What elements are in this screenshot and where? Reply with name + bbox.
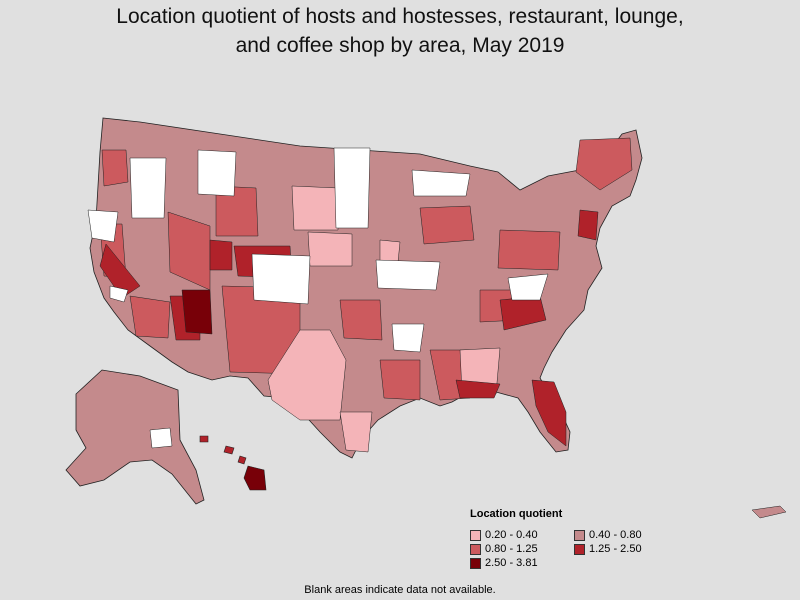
title-line-1: Location quotient of hosts and hostesses… xyxy=(116,5,684,28)
legend-item-5: 2.50 - 3.81 xyxy=(470,557,574,569)
legend-label-5: 2.50 - 3.81 xyxy=(485,557,538,569)
regions-020-040 xyxy=(267,185,501,453)
legend-swatch-3 xyxy=(470,543,481,555)
legend-item-4: 1.25 - 2.50 xyxy=(574,543,678,555)
legend: Location quotient 0.20 - 0.40 0.40 - 0.8… xyxy=(470,508,730,569)
legend-swatch-4 xyxy=(574,543,585,555)
regions-250-381 xyxy=(181,289,213,335)
legend-label-1: 0.20 - 0.40 xyxy=(485,529,538,541)
legend-swatch-5 xyxy=(470,557,481,569)
legend-title: Location quotient xyxy=(470,508,563,520)
title-line-2: and coffee shop by area, May 2019 xyxy=(235,34,565,57)
regions-no-data xyxy=(87,147,549,353)
alaska-region xyxy=(149,427,173,449)
legend-item-2: 0.40 - 0.80 xyxy=(574,529,678,541)
legend-grid: 0.20 - 0.40 0.40 - 0.80 0.80 - 1.25 1.25… xyxy=(470,529,730,569)
alaska xyxy=(65,369,205,505)
legend-swatch-2 xyxy=(574,529,585,541)
legend-label-4: 1.25 - 2.50 xyxy=(589,543,642,555)
map-title: Location quotient of hosts and hostesses… xyxy=(0,2,800,60)
legend-item-1: 0.20 - 0.40 xyxy=(470,529,574,541)
footnote: Blank areas indicate data not available. xyxy=(304,584,496,596)
legend-item-3: 0.80 - 1.25 xyxy=(470,543,574,555)
legend-label-3: 0.80 - 1.25 xyxy=(485,543,538,555)
hawaii xyxy=(199,435,267,491)
legend-label-2: 0.40 - 0.80 xyxy=(589,529,642,541)
puerto-rico xyxy=(751,505,787,519)
legend-swatch-1 xyxy=(470,529,481,541)
